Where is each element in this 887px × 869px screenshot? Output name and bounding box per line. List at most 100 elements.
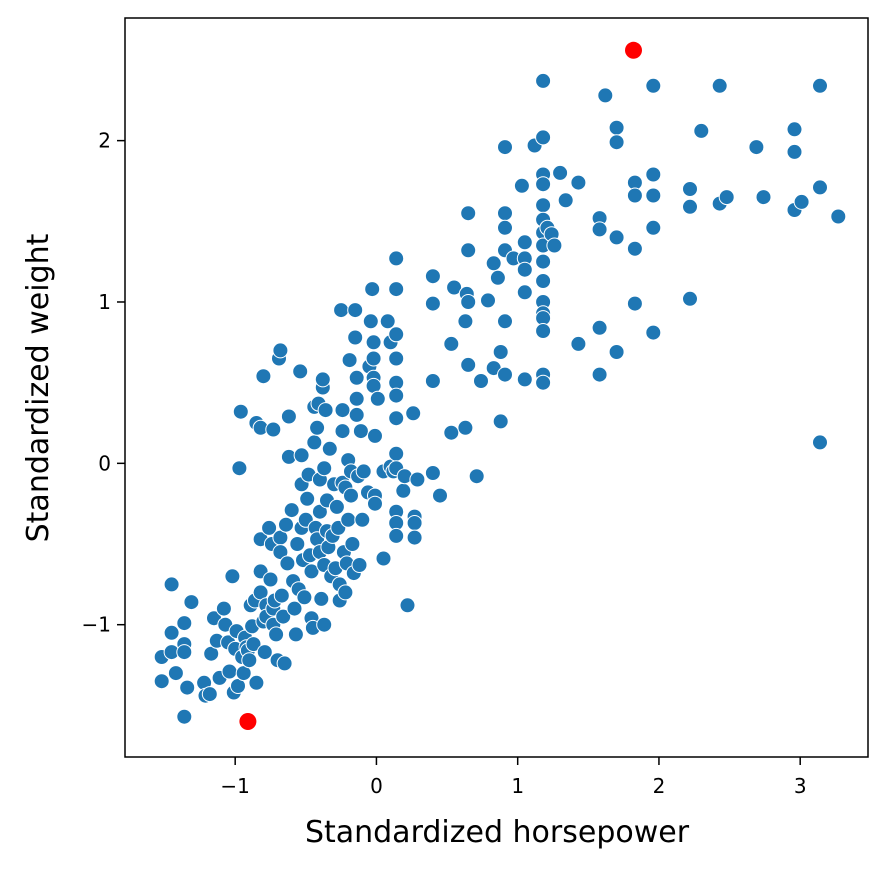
data-point [497,219,513,236]
y-tick-label: 0 [98,451,111,475]
data-point [340,511,357,528]
data-point [369,390,386,407]
data-point [328,498,345,515]
data-point [388,410,405,427]
data-point [591,366,608,383]
data-point [293,447,310,464]
x-axis-label: Standardized horsepower [305,815,690,850]
data-point [424,295,441,312]
data-point [163,624,180,641]
data-point [365,350,382,367]
data-point [755,189,772,206]
data-point [645,77,662,94]
data-point [546,237,563,254]
highlighted-point [625,41,642,59]
data-point [245,636,262,653]
data-point [280,408,297,425]
data-point [379,313,396,330]
data-point [693,122,710,139]
data-point [497,313,513,330]
data-point [497,366,513,383]
data-point [535,176,552,193]
data-point [261,519,278,536]
data-point [457,313,474,330]
data-point [460,294,477,310]
data-point [273,587,290,604]
data-point [309,419,326,436]
data-point [492,344,509,360]
data-point [176,615,193,632]
data-point [557,192,574,209]
x-tick-label: 2 [653,774,666,798]
data-point [348,390,365,407]
data-point [489,269,506,286]
data-point [334,423,351,440]
data-point [748,139,765,156]
data-point [473,373,489,389]
data-point [591,319,608,336]
data-point [321,440,338,457]
data-point [311,503,328,520]
data-point [388,387,405,404]
data-point [388,350,405,367]
data-point [333,302,350,319]
data-point [314,371,331,388]
data-point [682,198,698,215]
data-point [352,423,369,440]
data-point [424,373,441,389]
data-point [535,374,552,391]
data-point [424,268,441,285]
data-point [424,465,441,481]
highlighted-point [239,713,257,730]
plot-frame [124,17,869,758]
data-point [256,644,273,661]
data-point [347,329,364,346]
data-point [497,205,513,222]
data-point [176,644,193,661]
data-point [388,326,405,343]
data-point [552,164,569,181]
y-axis-label: Standardized weight [21,233,56,542]
data-point [334,402,351,419]
data-point [535,129,552,146]
data-point [351,557,368,573]
data-point [409,471,426,488]
data-point [287,626,304,643]
data-point [388,250,405,267]
data-point [176,708,193,725]
data-point [608,119,625,136]
data-point [344,536,361,552]
data-point [316,460,333,477]
data-point [812,179,828,196]
data-point [793,193,810,210]
data-point [399,597,416,614]
data-point [275,608,292,625]
y-tick-label: 2 [98,129,111,153]
ticks-layer: −1 0 1 2 3 −1 0 1 2 [82,129,807,798]
data-point [388,527,405,544]
data-point [830,208,847,225]
data-point [313,590,330,607]
data-point [279,555,296,572]
data-point [535,323,552,339]
data-point [348,369,365,386]
data-point [272,342,289,359]
data-point [341,352,358,369]
data-point [608,134,625,151]
y-tick-label: −1 [82,613,111,637]
data-point [183,594,200,611]
data-point [446,279,463,296]
data-point [364,281,381,298]
data-point [492,413,509,430]
data-point [535,253,552,270]
y-tick-label: 1 [98,290,111,314]
data-point [153,673,170,690]
data-point [645,219,662,236]
data-point [718,189,735,206]
data-point [645,166,662,183]
data-point [317,402,334,419]
data-point [460,242,477,259]
data-point [343,487,359,504]
